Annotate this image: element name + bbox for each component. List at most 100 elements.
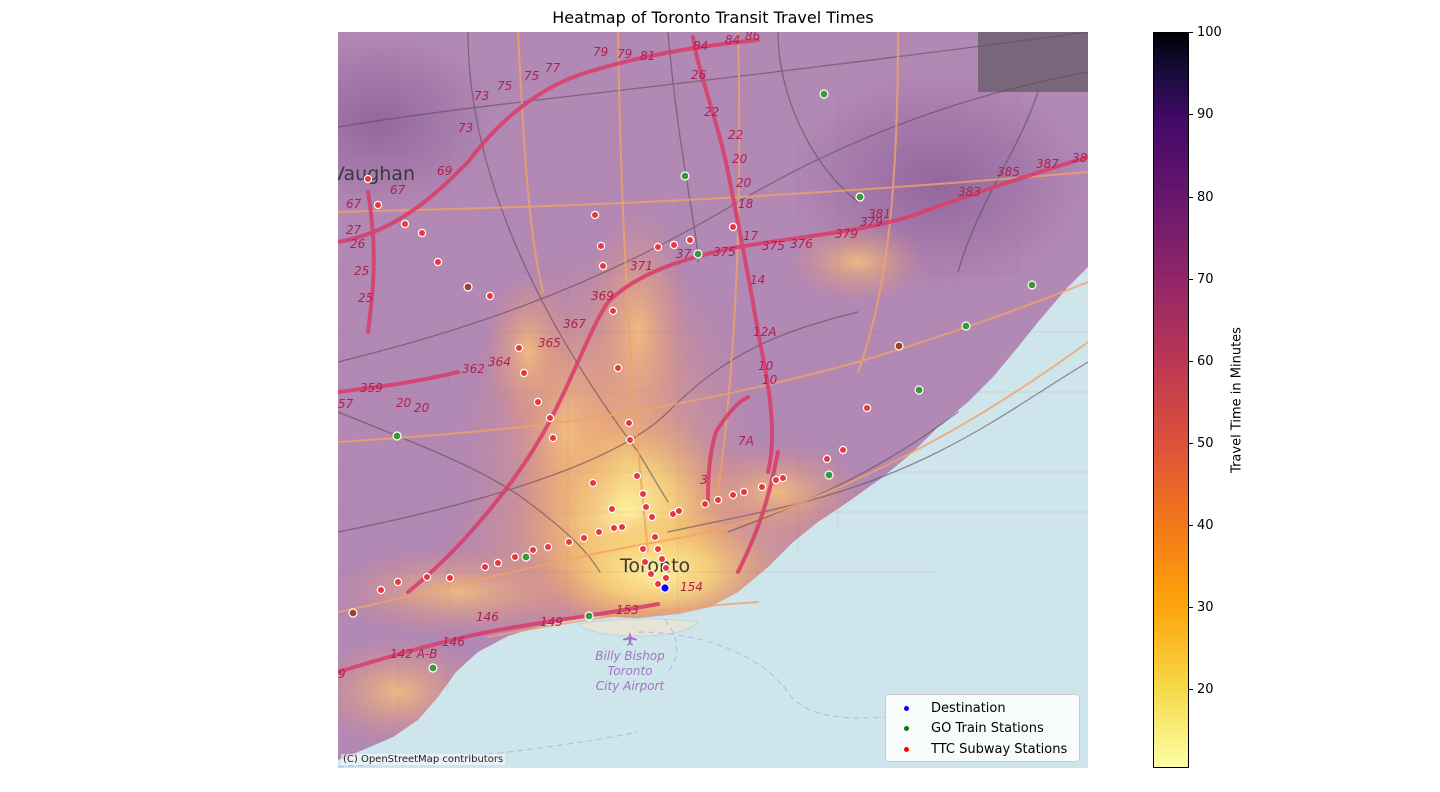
svg-text:73: 73: [458, 121, 473, 135]
place-label-toronto: Toronto: [619, 555, 690, 577]
road-network: [338, 32, 1088, 674]
svg-text:26: 26: [350, 237, 366, 251]
ttc-station: [514, 343, 524, 353]
ttc-station: [625, 435, 635, 445]
interchange-stations: [348, 282, 904, 618]
svg-text:7A: 7A: [738, 434, 754, 448]
svg-text:10: 10: [762, 373, 778, 387]
interchange-station: [463, 282, 473, 292]
ttc-station: [713, 495, 723, 505]
ttc-station: [393, 577, 403, 587]
svg-text:86: 86: [745, 32, 761, 43]
go-train-stations: [392, 89, 1037, 673]
svg-text:84: 84: [725, 33, 740, 47]
svg-text:369: 369: [591, 289, 614, 303]
svg-text:25: 25: [354, 264, 369, 278]
svg-text:379: 379: [835, 227, 858, 241]
ttc-station: [480, 562, 490, 572]
svg-text:149: 149: [540, 615, 563, 629]
ttc-station: [771, 475, 781, 485]
svg-text:18: 18: [738, 197, 754, 211]
map-attribution: (C) OpenStreetMap contributors: [341, 754, 506, 765]
go-station: [824, 470, 834, 480]
svg-text:67: 67: [346, 197, 362, 211]
ttc-station: [363, 174, 373, 184]
svg-text:17: 17: [743, 229, 759, 243]
ttc-station: [624, 418, 634, 428]
map-title: Heatmap of Toronto Transit Travel Times: [552, 8, 874, 27]
svg-text:84: 84: [693, 39, 708, 53]
ttc-station: [422, 572, 432, 582]
ttc-station: [838, 445, 848, 455]
svg-text:38: 38: [1072, 151, 1088, 165]
ttc-station: [862, 403, 872, 413]
ttc-station: [778, 473, 788, 483]
svg-text:146: 146: [442, 635, 465, 649]
go-station: [693, 249, 703, 259]
go-station: [521, 552, 531, 562]
colorbar-tick: 70: [1189, 273, 1249, 287]
map-svg: 79 79 81 84 84 86 77 75 75 73 73 26 22 2…: [338, 32, 1088, 768]
ttc-station: [579, 533, 589, 543]
colorbar-tick: 30: [1189, 601, 1249, 615]
svg-text:81: 81: [640, 49, 655, 63]
svg-text:154: 154: [680, 580, 703, 594]
ttc-station: [485, 291, 495, 301]
colorbar-tick: 40: [1189, 519, 1249, 533]
ttc-station: [661, 573, 671, 583]
svg-text:37: 37: [676, 247, 692, 261]
svg-text:27: 27: [346, 223, 362, 237]
interchange-station: [348, 608, 358, 618]
svg-text:381: 381: [868, 207, 891, 221]
ttc-station: [543, 542, 553, 552]
svg-text:364: 364: [488, 355, 511, 369]
svg-text:365: 365: [538, 336, 561, 350]
ttc-station: [609, 523, 619, 533]
ttc-station: [445, 573, 455, 583]
ttc-station: [510, 552, 520, 562]
ttc-station: [608, 306, 618, 316]
airport-icon: [623, 632, 637, 646]
ttc-station: [528, 545, 538, 555]
go-station: [819, 89, 829, 99]
colorbar-tick: 20: [1189, 683, 1249, 697]
svg-text:22: 22: [704, 105, 719, 119]
svg-text:12A: 12A: [753, 325, 776, 339]
ttc-station-legend-icon: [904, 746, 909, 752]
ttc-station: [433, 257, 443, 267]
svg-text:10: 10: [758, 359, 774, 373]
svg-text:25: 25: [358, 291, 373, 305]
ttc-station: [632, 471, 642, 481]
ttc-station: [822, 454, 832, 464]
ttc-station: [590, 210, 600, 220]
ttc-station: [533, 397, 543, 407]
colorbar-tick: 90: [1189, 108, 1249, 122]
go-station: [428, 663, 438, 673]
legend-item-go-train: GO Train Stations: [894, 719, 1071, 740]
ttc-station: [650, 532, 660, 542]
svg-text:26: 26: [691, 68, 707, 82]
ttc-station: [638, 544, 648, 554]
ttc-station: [653, 544, 663, 554]
svg-text:153: 153: [616, 603, 639, 617]
svg-text:79: 79: [593, 45, 608, 59]
legend-item-ttc-subway: TTC Subway Stations: [894, 739, 1071, 760]
svg-text:375: 375: [713, 245, 736, 259]
ttc-station: [594, 527, 604, 537]
ttc-station: [545, 413, 555, 423]
destination-marker: [660, 583, 670, 593]
svg-text:57: 57: [338, 397, 354, 411]
airport-label: Billy Bishop Toronto City Airport: [595, 649, 665, 693]
svg-text:362: 362: [462, 362, 485, 376]
ttc-station: [674, 506, 684, 516]
ttc-station: [548, 433, 558, 443]
svg-text:20: 20: [414, 401, 430, 415]
ttc-station: [661, 563, 671, 573]
colorbar-tick: 60: [1189, 355, 1249, 369]
svg-text:385: 385: [997, 165, 1020, 179]
svg-text:73: 73: [474, 89, 489, 103]
svg-text:City Airport: City Airport: [596, 679, 666, 693]
legend-item-destination: Destination: [894, 698, 1071, 719]
map-canvas[interactable]: 79 79 81 84 84 86 77 75 75 73 73 26 22 2…: [338, 32, 1088, 768]
ttc-station: [700, 499, 710, 509]
